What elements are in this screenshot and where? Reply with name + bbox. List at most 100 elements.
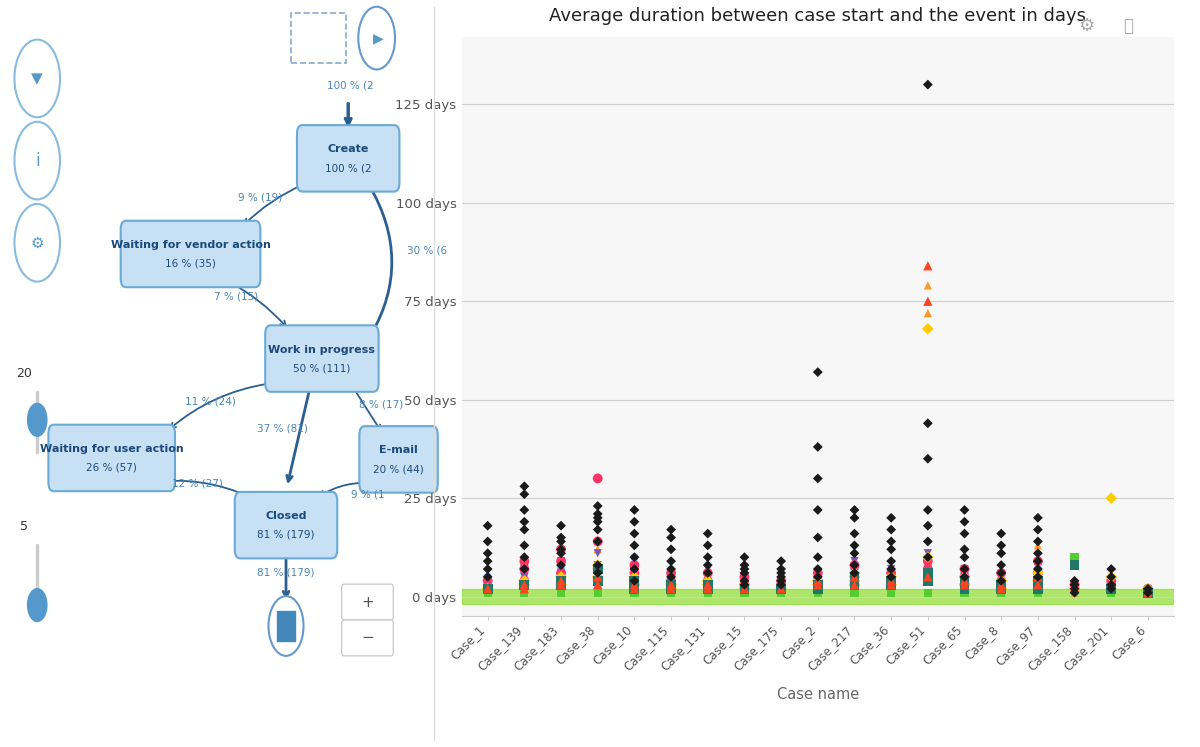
Assign <box>661 583 680 595</box>
Modify Comment <box>1102 571 1121 583</box>
Waiting for user action <box>1028 559 1048 571</box>
Modify Comment <box>478 583 497 595</box>
User responsed <box>809 579 828 591</box>
Work in progress <box>552 579 571 591</box>
Work in progress <box>625 559 644 571</box>
Closed <box>772 575 791 587</box>
Closed <box>515 524 534 536</box>
Waiting for vendor action <box>955 579 974 591</box>
Circle shape <box>28 589 47 622</box>
Text: E-mail: E-mail <box>379 445 418 456</box>
E-mail <box>661 567 680 579</box>
Closed <box>955 527 974 539</box>
User responsed <box>588 563 607 575</box>
Work in progress <box>625 567 644 579</box>
Closed <box>882 563 901 575</box>
Text: 8 % (17): 8 % (17) <box>359 400 403 410</box>
User responsed <box>918 567 937 579</box>
User responsed <box>1028 583 1048 595</box>
Work in progress <box>588 543 607 555</box>
Waiting for user action <box>588 559 607 571</box>
E-mail <box>772 575 791 587</box>
User responsed <box>661 583 680 595</box>
User responsed <box>809 583 828 595</box>
Closed <box>991 539 1010 551</box>
Closed <box>625 551 644 563</box>
Text: ⚙: ⚙ <box>30 235 44 250</box>
Closed <box>955 543 974 555</box>
Assign <box>772 579 791 591</box>
Text: 16 % (35): 16 % (35) <box>166 258 216 269</box>
Waiting for vendor action <box>698 583 718 595</box>
Closed <box>588 536 607 548</box>
Modify Comment <box>661 579 680 591</box>
Text: Create: Create <box>328 144 368 155</box>
Waiting for user action <box>515 571 534 583</box>
Closed <box>918 520 937 532</box>
Waiting for user action <box>661 583 680 595</box>
Closed <box>845 527 864 539</box>
Waiting for vendor action <box>809 575 828 587</box>
Closed <box>478 563 497 575</box>
FancyBboxPatch shape <box>265 326 379 391</box>
Closed <box>588 515 607 527</box>
E-mail <box>478 583 497 595</box>
Create <box>809 586 828 598</box>
Work in progress <box>845 575 864 587</box>
E-mail <box>515 575 534 587</box>
Closed <box>918 536 937 548</box>
FancyBboxPatch shape <box>235 492 337 559</box>
Waiting for user action <box>588 548 607 560</box>
Work in progress <box>625 583 644 595</box>
User responsed <box>552 579 571 591</box>
Assign <box>1064 583 1084 595</box>
FancyBboxPatch shape <box>48 424 175 492</box>
Closed <box>1028 563 1048 575</box>
E-mail <box>734 571 754 583</box>
Waiting for user action <box>588 567 607 579</box>
Assign <box>698 575 718 587</box>
FancyBboxPatch shape <box>359 426 438 493</box>
Closed <box>918 453 937 465</box>
Modify Comment <box>1064 583 1084 595</box>
Modify Comment <box>991 583 1010 595</box>
E-mail <box>515 563 534 575</box>
Closed <box>882 524 901 536</box>
Closed <box>734 559 754 571</box>
Text: 12 % (27): 12 % (27) <box>172 478 222 489</box>
Modify Comment <box>882 579 901 591</box>
Modify Comment <box>552 571 571 583</box>
E-mail <box>918 571 937 583</box>
User responsed <box>625 583 644 595</box>
Closed <box>588 524 607 536</box>
Modify Comment <box>955 579 974 591</box>
Work in progress <box>588 579 607 591</box>
Closed <box>515 515 534 527</box>
E-mail <box>588 472 607 484</box>
E-mail <box>625 579 644 591</box>
User responsed <box>625 575 644 587</box>
Work in progress <box>918 307 937 319</box>
Modify Comment <box>1028 567 1048 579</box>
Modify Comment <box>552 579 571 591</box>
Closed <box>1064 575 1084 587</box>
Waiting for user action <box>845 555 864 567</box>
Work in progress <box>1102 583 1121 595</box>
Work in progress <box>991 579 1010 591</box>
E-mail <box>698 579 718 591</box>
E-mail <box>552 543 571 555</box>
Bar <box>462 589 1174 604</box>
Waiting for vendor action <box>552 579 571 591</box>
Modify Comment <box>698 579 718 591</box>
Closed <box>588 512 607 524</box>
User responsed <box>882 579 901 591</box>
Work in progress <box>588 559 607 571</box>
Work in progress <box>661 567 680 579</box>
Assign <box>515 559 534 571</box>
Work in progress <box>955 583 974 595</box>
Closed <box>698 567 718 579</box>
Closed <box>588 559 607 571</box>
Waiting for vendor action <box>882 575 901 587</box>
Closed <box>1028 536 1048 548</box>
Closed <box>515 539 534 551</box>
